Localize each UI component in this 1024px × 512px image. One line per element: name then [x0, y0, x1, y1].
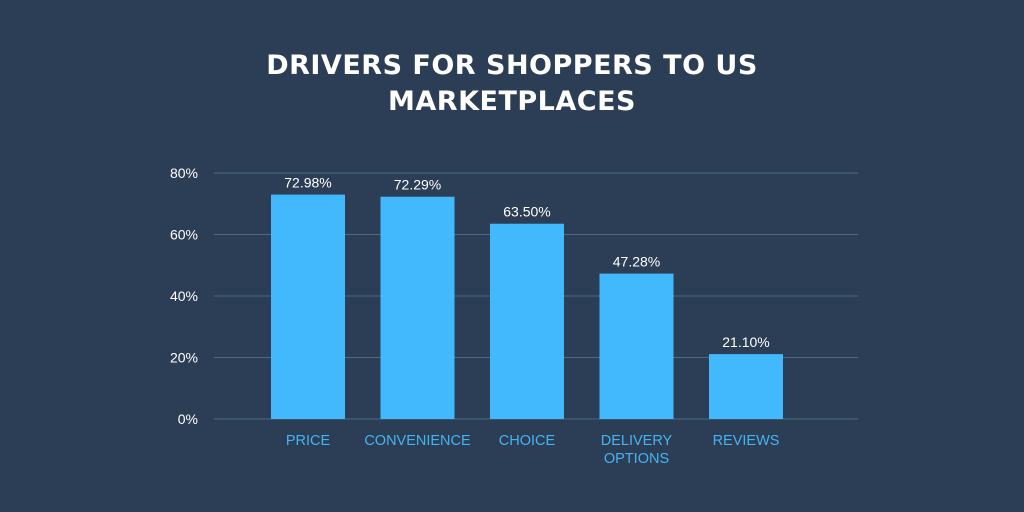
x-tick-label: REVIEWS	[713, 433, 780, 449]
data-label: 21.10%	[722, 334, 769, 350]
x-tick-label: DELIVERY	[601, 433, 673, 449]
data-label: 47.28%	[613, 254, 660, 270]
bar	[490, 223, 564, 419]
x-tick-label: PRICE	[286, 433, 331, 449]
x-tick-label: OPTIONS	[604, 451, 669, 467]
chart-title-line-2: MARKETPLACES	[388, 86, 636, 117]
y-tick-label: 0%	[178, 411, 198, 427]
data-label: 72.98%	[284, 175, 331, 191]
y-tick-label: 60%	[170, 227, 198, 243]
y-tick-label: 40%	[170, 288, 198, 304]
bar	[599, 273, 674, 419]
x-tick-label: CHOICE	[499, 433, 556, 449]
data-label: 63.50%	[503, 204, 550, 220]
bar	[709, 354, 783, 419]
data-label: 72.29%	[394, 177, 441, 193]
y-tick-label: 20%	[170, 350, 198, 366]
bar	[271, 194, 345, 419]
chart-title-line-1: DRIVERS FOR SHOPPERS TO US	[266, 50, 758, 81]
y-tick-label: 80%	[170, 165, 198, 181]
chart-title: DRIVERS FOR SHOPPERS TO US MARKETPLACES	[0, 48, 1024, 120]
x-tick-label: CONVENIENCE	[364, 433, 471, 449]
bar	[380, 196, 455, 419]
